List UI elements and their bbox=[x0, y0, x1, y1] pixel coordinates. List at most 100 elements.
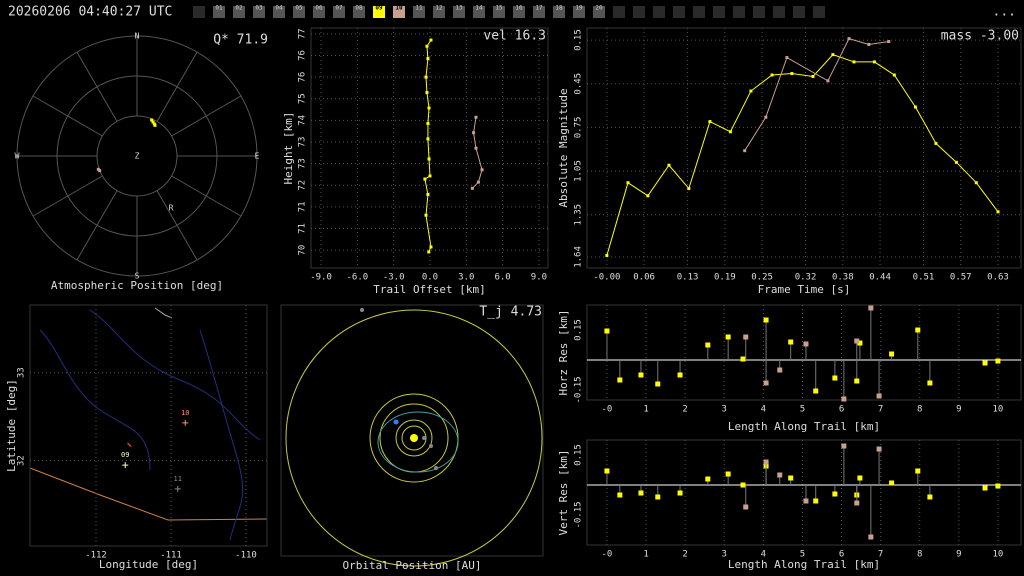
y-tick-label: 77 bbox=[298, 28, 308, 39]
point-marker bbox=[826, 79, 830, 83]
residual-point bbox=[982, 360, 988, 366]
camera-tab bbox=[693, 6, 705, 18]
point-marker bbox=[687, 187, 691, 191]
camera-tab[interactable] bbox=[533, 6, 545, 18]
camera-tab[interactable] bbox=[213, 6, 225, 18]
camera-tab[interactable] bbox=[253, 6, 265, 18]
camera-tab-label: 16 bbox=[515, 5, 523, 12]
axis-label: Vert Res [km] bbox=[557, 449, 570, 535]
camera-tab-label: 01 bbox=[215, 5, 223, 12]
camera-tab[interactable] bbox=[593, 6, 605, 18]
residual-point bbox=[725, 334, 731, 340]
x-tick-label: 7 bbox=[878, 405, 883, 415]
residual-point bbox=[915, 327, 921, 333]
camera-tab[interactable] bbox=[433, 6, 445, 18]
axis-label: Frame Time [s] bbox=[758, 283, 851, 296]
axis-label: Horz Res [km] bbox=[557, 309, 570, 395]
y-tick-label: 72 bbox=[298, 180, 308, 191]
point-marker bbox=[474, 115, 478, 119]
orbit-diagram bbox=[280, 304, 544, 567]
polar-spoke bbox=[32, 175, 103, 217]
point-marker bbox=[847, 37, 851, 41]
camera-tab[interactable] bbox=[293, 6, 305, 18]
camera-tab bbox=[773, 6, 785, 18]
camera-tab[interactable] bbox=[233, 6, 245, 18]
sky-point bbox=[98, 169, 102, 173]
camera-tab[interactable] bbox=[313, 6, 325, 18]
compass-label: W bbox=[15, 152, 20, 161]
sky-point bbox=[153, 123, 157, 127]
point-marker bbox=[934, 141, 938, 145]
camera-tab[interactable] bbox=[553, 6, 565, 18]
x-tick-label: -0 bbox=[602, 550, 613, 560]
y-tick-label: 73 bbox=[298, 158, 308, 169]
point-marker bbox=[423, 177, 427, 181]
point-marker bbox=[426, 57, 430, 61]
camera-tab[interactable] bbox=[273, 6, 285, 18]
residual-point bbox=[927, 494, 933, 500]
camera-tab[interactable] bbox=[413, 6, 425, 18]
axis-label: Trail Offset [km] bbox=[373, 283, 486, 296]
y-tick-label: 32 bbox=[17, 455, 27, 466]
point-marker bbox=[749, 89, 753, 93]
y-tick-label: -0.15 bbox=[574, 501, 584, 528]
x-tick-label: 8 bbox=[917, 405, 922, 415]
camera-tab[interactable] bbox=[513, 6, 525, 18]
camera-tab-label: 14 bbox=[475, 5, 483, 12]
camera-tab[interactable] bbox=[393, 6, 405, 18]
camera-tab[interactable] bbox=[333, 6, 345, 18]
compass-label: Z bbox=[135, 152, 140, 161]
camera-tab[interactable] bbox=[453, 6, 465, 18]
residual-point bbox=[740, 356, 746, 362]
y-tick-label: 0.15 bbox=[574, 29, 584, 51]
plot-frame bbox=[586, 304, 1022, 401]
camera-tab[interactable] bbox=[573, 6, 585, 18]
x-tick-label: -110 bbox=[235, 551, 257, 561]
y-tick-label: 1.05 bbox=[574, 160, 584, 182]
point-marker bbox=[831, 53, 835, 57]
axis-label: Orbital Position [AU] bbox=[342, 559, 481, 572]
residual-point bbox=[854, 338, 860, 344]
camera-tab[interactable] bbox=[493, 6, 505, 18]
residual-point bbox=[617, 377, 623, 383]
station-label: 09 bbox=[121, 451, 129, 459]
x-tick-label: 9.0 bbox=[531, 273, 547, 283]
menu-button[interactable]: ... bbox=[993, 5, 1016, 20]
trail-line bbox=[126, 442, 132, 448]
point-marker bbox=[785, 56, 789, 60]
compass-label: S bbox=[135, 272, 140, 281]
polar-spoke bbox=[156, 51, 198, 122]
x-tick-label: 0.44 bbox=[869, 273, 891, 283]
point-marker bbox=[646, 194, 650, 198]
map-borders bbox=[29, 307, 268, 541]
camera-tab[interactable] bbox=[473, 6, 485, 18]
point-marker bbox=[429, 245, 433, 249]
x-tick-label: 4 bbox=[761, 550, 766, 560]
x-tick-label: 0.0 bbox=[422, 273, 438, 283]
point-marker bbox=[480, 168, 484, 172]
x-tick-label: 0.25 bbox=[751, 273, 773, 283]
point-marker bbox=[867, 42, 871, 46]
point-marker bbox=[424, 75, 428, 79]
camera-tab[interactable] bbox=[373, 6, 385, 18]
station-marker bbox=[174, 485, 181, 492]
x-tick-label: -6.0 bbox=[347, 273, 369, 283]
residual-point bbox=[995, 483, 1001, 489]
point-marker bbox=[472, 131, 476, 135]
residual-point bbox=[868, 534, 874, 540]
camera-tab-label: 11 bbox=[415, 5, 423, 12]
point-marker bbox=[954, 160, 958, 164]
residual-point bbox=[740, 482, 746, 488]
x-tick-label: 0.13 bbox=[677, 273, 699, 283]
camera-tab bbox=[633, 6, 645, 18]
x-tick-label: 10 bbox=[993, 550, 1004, 560]
x-tick-label: 0.63 bbox=[987, 273, 1009, 283]
axis-label: Longitude [deg] bbox=[99, 558, 198, 571]
x-tick-label: 6.0 bbox=[494, 273, 510, 283]
point-marker bbox=[790, 72, 794, 76]
point-marker bbox=[474, 146, 478, 150]
camera-tab[interactable] bbox=[353, 6, 365, 18]
x-tick-label: 0.38 bbox=[832, 273, 854, 283]
point-marker bbox=[429, 38, 433, 42]
point-marker bbox=[428, 174, 432, 178]
